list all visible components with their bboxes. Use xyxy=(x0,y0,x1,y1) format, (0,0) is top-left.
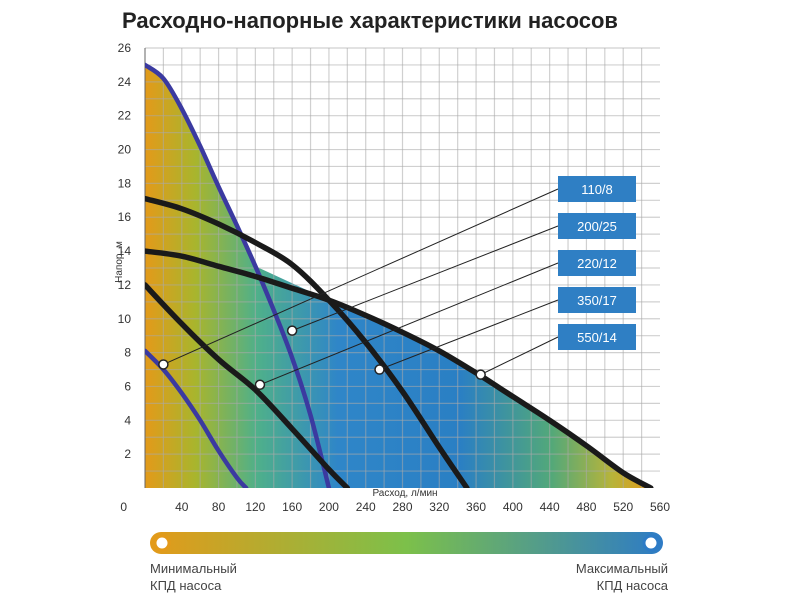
curve-marker xyxy=(374,364,385,375)
y-tick-label: 12 xyxy=(118,278,132,292)
efficiency-area xyxy=(145,64,653,489)
legend-label: 350/17 xyxy=(577,293,617,308)
x-tick-label: 400 xyxy=(503,500,523,514)
y-tick-label: 22 xyxy=(118,109,132,123)
series-line-350-17 xyxy=(145,195,470,488)
max-efficiency-label-line1: Максимальный xyxy=(576,561,668,576)
y-tick-label: 4 xyxy=(124,413,131,427)
y-tick-label: 6 xyxy=(124,379,131,393)
x-tick-label: 320 xyxy=(429,500,449,514)
legend-label: 550/14 xyxy=(577,330,617,345)
curve-marker xyxy=(158,359,169,370)
legend-label: 110/8 xyxy=(581,182,613,197)
origin-label: 0 xyxy=(120,500,127,514)
x-tick-label: 520 xyxy=(613,500,633,514)
x-tick-label: 280 xyxy=(392,500,412,514)
legend-label: 200/25 xyxy=(577,219,617,234)
efficiency-scale: Минимальный КПД насоса Максимальный КПД … xyxy=(150,532,669,593)
min-efficiency-label-line2: КПД насоса xyxy=(150,578,222,593)
curve-marker xyxy=(475,369,486,380)
legend-label: 220/12 xyxy=(577,256,617,271)
x-axis-label: Расход, л/мин xyxy=(372,488,437,499)
x-tick-label: 480 xyxy=(576,500,596,514)
legend-box-550-14 xyxy=(558,324,636,350)
series-line-220-12 xyxy=(145,282,351,488)
y-tick-label: 20 xyxy=(118,143,132,157)
legend-box-220-12 xyxy=(558,250,636,276)
legend-leader-line xyxy=(379,299,559,371)
legend: 110/8 200/25 220/12 350/17 550/14 xyxy=(158,176,636,391)
series-group xyxy=(145,62,654,488)
series-line-550-14 xyxy=(145,248,654,488)
chart-title: Расходно-напорные характеристики насосов xyxy=(122,8,618,33)
efficiency-gradient-bar xyxy=(150,532,663,554)
y-tick-label: 10 xyxy=(118,312,132,326)
max-efficiency-label-line2: КПД насоса xyxy=(597,578,669,593)
max-efficiency-marker xyxy=(642,534,660,552)
legend-leader-line xyxy=(480,336,559,376)
legend-box-200-25 xyxy=(558,213,636,239)
x-tick-label: 120 xyxy=(245,500,265,514)
y-tick-label: 14 xyxy=(118,244,132,258)
x-tick-label: 80 xyxy=(212,500,226,514)
x-tick-label: 440 xyxy=(540,500,560,514)
x-tick-label: 360 xyxy=(466,500,486,514)
y-tick-label: 2 xyxy=(124,447,131,461)
legend-leader-line xyxy=(163,188,559,365)
x-tick-label: 160 xyxy=(282,500,302,514)
min-efficiency-marker xyxy=(153,534,171,552)
curve-marker xyxy=(254,379,266,391)
y-tick-label: 24 xyxy=(118,75,132,89)
x-tick-label: 40 xyxy=(175,500,189,514)
y-axis-label: Напор, м xyxy=(114,241,125,283)
y-tick-label: 26 xyxy=(118,41,132,55)
series-line-200-25 xyxy=(145,62,332,488)
legend-leader-line xyxy=(291,225,559,332)
legend-box-350-17 xyxy=(558,287,636,313)
x-tick-label: 560 xyxy=(650,500,670,514)
y-tick-label: 18 xyxy=(118,176,132,190)
efficiency-region xyxy=(145,64,653,489)
legend-leader-line xyxy=(259,262,559,386)
y-tick-label: 16 xyxy=(118,210,132,224)
legend-box-110-8 xyxy=(558,176,636,202)
min-efficiency-label-line1: Минимальный xyxy=(150,561,237,576)
x-tick-label: 200 xyxy=(319,500,339,514)
x-tick-label: 240 xyxy=(356,500,376,514)
curve-marker xyxy=(286,325,298,336)
y-tick-label: 8 xyxy=(124,346,131,360)
